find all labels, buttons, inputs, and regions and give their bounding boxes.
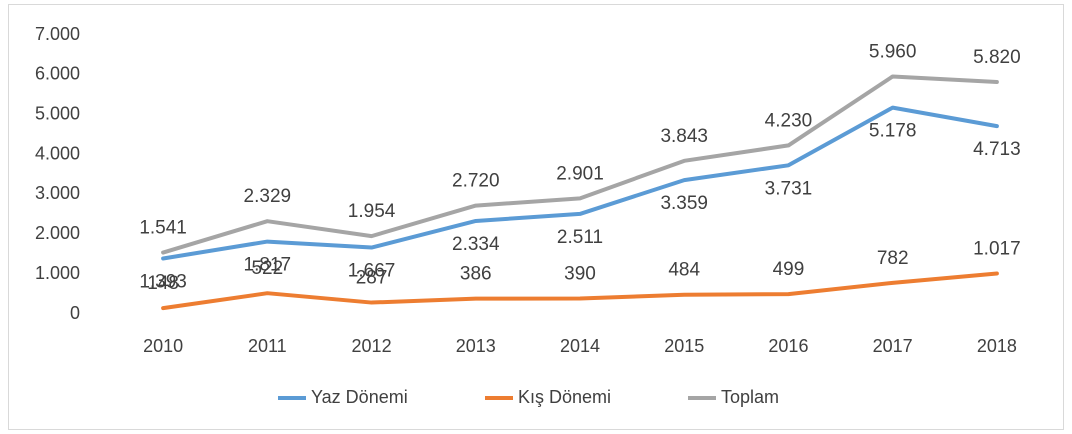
data-label: 2.334 <box>452 234 500 255</box>
x-tick-label: 2017 <box>873 336 913 356</box>
y-tick-label: 6.000 <box>35 64 80 84</box>
legend-label: Kış Dönemi <box>518 387 611 407</box>
data-label: 2.329 <box>244 186 292 207</box>
x-tick-label: 2015 <box>664 336 704 356</box>
series-line <box>161 105 999 261</box>
x-tick-label: 2016 <box>768 336 808 356</box>
data-label: 5.960 <box>869 41 917 62</box>
chart-border <box>8 4 1064 430</box>
data-label: 5.820 <box>973 47 1021 68</box>
data-label: 1.954 <box>348 201 396 222</box>
y-tick-label: 0 <box>70 303 80 323</box>
data-label: 1.667 <box>348 261 396 282</box>
data-label: 390 <box>564 263 596 284</box>
data-label: 1.017 <box>973 238 1021 259</box>
data-label: 1.393 <box>139 271 187 292</box>
x-tick-label: 2010 <box>143 336 183 356</box>
data-label: 2.901 <box>556 163 604 184</box>
data-label: 148 <box>147 273 179 294</box>
x-tick-label: 2013 <box>456 336 496 356</box>
data-label: 522 <box>251 258 283 279</box>
legend-label: Yaz Dönemi <box>311 387 408 407</box>
y-tick-label: 1.000 <box>35 263 80 283</box>
data-label: 4.230 <box>765 110 813 131</box>
data-label: 1.817 <box>244 255 292 276</box>
x-tick-label: 2018 <box>977 336 1017 356</box>
series-line <box>161 271 999 311</box>
data-label: 499 <box>773 259 805 280</box>
legend-label: Toplam <box>721 387 779 407</box>
data-label: 1.541 <box>139 218 187 239</box>
series-line <box>161 74 999 255</box>
data-label: 484 <box>668 260 700 281</box>
data-label: 4.713 <box>973 139 1021 160</box>
data-label: 3.843 <box>660 126 708 147</box>
data-label: 2.720 <box>452 171 500 192</box>
y-tick-label: 3.000 <box>35 183 80 203</box>
y-tick-label: 4.000 <box>35 143 80 163</box>
data-label: 287 <box>356 268 388 289</box>
x-tick-label: 2014 <box>560 336 600 356</box>
y-tick-label: 2.000 <box>35 223 80 243</box>
y-tick-label: 5.000 <box>35 103 80 123</box>
data-label: 5.178 <box>869 121 917 142</box>
x-tick-label: 2012 <box>352 336 392 356</box>
y-tick-label: 7.000 <box>35 24 80 44</box>
data-label: 3.359 <box>660 193 708 214</box>
data-label: 782 <box>877 248 909 269</box>
data-label: 3.731 <box>765 178 813 199</box>
data-label: 2.511 <box>557 227 603 248</box>
x-tick-label: 2011 <box>248 336 287 356</box>
data-label: 386 <box>460 264 492 285</box>
